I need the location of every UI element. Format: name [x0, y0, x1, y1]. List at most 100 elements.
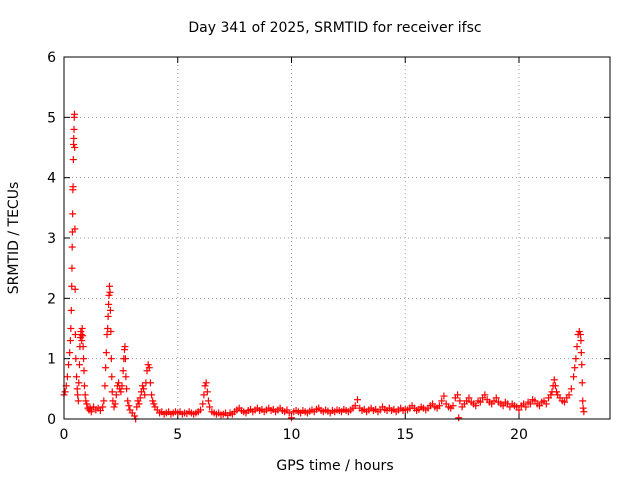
data-point	[288, 414, 295, 422]
x-tick-label: 5	[173, 427, 182, 443]
data-point	[201, 382, 209, 390]
data-point	[140, 385, 148, 393]
data-point	[80, 382, 88, 390]
data-point	[492, 394, 500, 402]
data-point	[65, 361, 73, 369]
data-point	[351, 402, 359, 410]
data-point	[565, 391, 573, 399]
data-point	[535, 402, 543, 410]
data-point	[106, 282, 113, 290]
data-point	[70, 134, 78, 142]
data-point	[144, 361, 152, 369]
data-point	[145, 364, 153, 372]
data-point	[203, 388, 211, 396]
data-point	[123, 385, 131, 393]
data-point	[121, 343, 129, 351]
data-point	[104, 312, 112, 320]
x-tick-label: 10	[283, 427, 301, 443]
data-point	[78, 325, 86, 332]
data-point	[476, 398, 484, 406]
data-point	[71, 285, 79, 293]
data-point	[573, 343, 581, 351]
data-point	[449, 402, 457, 410]
data-point	[61, 388, 69, 396]
data-point	[353, 396, 361, 404]
data-point	[106, 288, 114, 296]
data-point	[578, 361, 586, 369]
data-point	[71, 225, 79, 233]
data-point	[104, 325, 112, 332]
data-point	[285, 409, 293, 417]
data-point	[111, 400, 119, 408]
data-point	[70, 140, 78, 148]
data-point	[67, 325, 75, 332]
data-point	[102, 349, 110, 357]
data-point	[146, 379, 154, 387]
data-points	[60, 110, 588, 423]
data-point	[136, 394, 144, 402]
data-point	[70, 125, 78, 133]
x-axis-ticks: 0 5 10 15 20	[60, 57, 528, 443]
x-tick-label: 20	[510, 427, 528, 443]
data-point	[112, 391, 120, 399]
data-point	[579, 397, 587, 405]
data-point	[74, 391, 82, 399]
data-point	[68, 264, 76, 272]
data-point	[456, 397, 464, 405]
data-point	[78, 337, 86, 345]
data-point	[75, 379, 83, 387]
data-point	[149, 397, 157, 405]
data-point	[526, 400, 534, 408]
data-point	[200, 391, 208, 399]
data-point	[105, 291, 113, 299]
data-point	[465, 394, 473, 402]
data-point	[77, 331, 85, 339]
chart-title: Day 341 of 2025, SRMTID for receiver ifs…	[188, 20, 481, 36]
data-point	[107, 355, 115, 363]
data-point	[105, 300, 113, 308]
data-point	[551, 382, 559, 390]
data-point	[440, 392, 448, 400]
data-point	[570, 373, 578, 381]
data-point	[115, 379, 123, 387]
data-point	[86, 404, 94, 412]
data-point	[121, 355, 129, 363]
data-point	[71, 144, 79, 151]
data-point	[73, 385, 81, 393]
data-point	[550, 376, 558, 384]
y-tick-label: 4	[47, 171, 56, 187]
data-point	[206, 403, 214, 411]
data-point	[141, 391, 149, 399]
data-point	[577, 337, 585, 345]
data-point	[73, 373, 81, 381]
data-point	[578, 379, 586, 387]
data-point	[435, 402, 443, 410]
data-point	[576, 331, 584, 339]
data-point	[68, 243, 76, 251]
x-axis-label: GPS time / hours	[276, 458, 393, 474]
data-point	[204, 397, 212, 405]
data-point	[69, 156, 77, 164]
data-point	[481, 391, 489, 399]
data-point	[553, 388, 561, 396]
data-point	[572, 355, 580, 363]
data-point	[125, 402, 133, 410]
data-point	[69, 183, 77, 191]
data-point	[199, 400, 207, 408]
data-point	[82, 397, 90, 405]
data-point	[561, 398, 568, 406]
data-point	[135, 400, 143, 408]
data-point	[515, 406, 523, 414]
data-point	[74, 397, 82, 405]
data-point	[499, 402, 507, 410]
grid	[64, 57, 610, 419]
x-tick-label: 0	[60, 427, 69, 443]
data-point	[202, 379, 210, 387]
data-point	[103, 331, 111, 339]
data-point	[106, 306, 114, 314]
data-point	[472, 402, 480, 410]
data-point	[110, 403, 118, 411]
data-point	[138, 382, 146, 390]
data-point	[108, 388, 116, 396]
